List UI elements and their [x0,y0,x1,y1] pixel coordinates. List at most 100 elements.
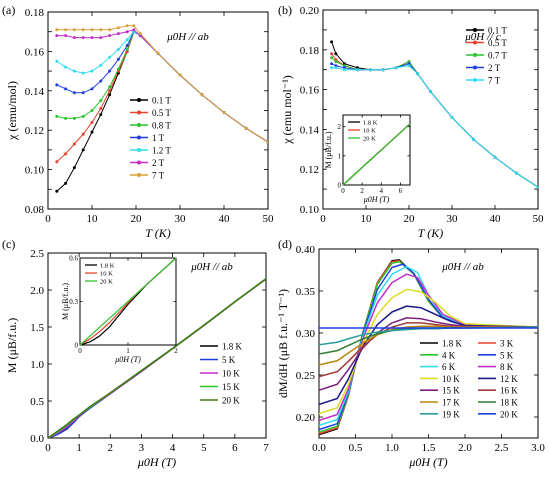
panel-c-inset-ytick-label: 0.3 [69,298,78,306]
panel-a-point-0-0 [55,189,59,193]
panel-a-point-3-8 [125,43,129,47]
panel-d-series-4 [319,265,538,427]
panel-a-point-6-8 [125,24,129,28]
panel-b-inset-ylabel: M (μB/f.u.) [324,131,333,168]
panel-a-point-4-3 [81,71,85,75]
panel-c-inset-xlabel: μ0H (T) [114,355,141,364]
panel-b-point-4-2 [343,68,346,72]
panel-b-inset-ytick-label: 2 [338,123,342,131]
panel-a-point-4-7 [116,47,120,51]
panel-d-legend-label: 1.8 K [442,339,463,349]
panel-b-inset-legend-label: 1.8 K [363,120,378,127]
panel-a-xtick-label: 30 [175,213,187,225]
panel-c-inset-xtick-label: 0 [78,347,82,355]
panel-a-legend-marker [137,135,141,140]
panel-c-inset-xtick-label: 2 [174,347,178,355]
panel-a-point-3-1 [64,87,68,91]
panel-c-label: (c) [2,237,15,251]
panel-a-point-2-1 [64,116,68,120]
panel-b-xtick-label: 20 [404,213,416,225]
panel-d-series-8 [319,317,538,391]
panel-b-point-4-11 [472,137,475,141]
panel-c-legend-label: 5 K [222,355,236,365]
panel-a-point-5-5 [99,36,103,40]
panel-c-xlabel: μ0H (T) [137,455,176,469]
panel-b-ytick-label: 0.14 [300,124,320,136]
panel-a-point-3-6 [108,69,112,73]
panel-a-point-2-6 [108,85,112,89]
panel-c-xtick-label: 0 [45,442,51,454]
panel-a-legend-marker [137,173,141,177]
panel-c-ytick-label: 1.0 [30,359,44,371]
panel-d-legend-label: 5 K [500,350,514,360]
panel-d-xlabel: μ0H (T) [408,455,447,469]
panel-a-data [55,24,268,193]
panel-a-ytick-label: 0.14 [25,86,45,98]
panel-a-point-5-0 [55,34,59,38]
panel-b-inset-ytick-label: 1 [338,152,342,160]
panel-a-legend-marker [137,160,141,165]
panel-a-point-4-0 [55,59,59,63]
panel-b-point-4-0 [330,66,334,70]
panel-a-point-4-4 [90,69,94,73]
panel-b-point-4-5 [381,68,385,72]
panel-a-point-4-1 [64,65,68,69]
panel-a-point-1-0 [55,160,59,164]
panel-c-inset-series-2 [79,257,177,346]
panel-a-legend-label: 1.2 T [152,146,171,156]
panel-b-legend-label: 7 T [488,76,501,86]
panel-a-point-0-4 [90,130,94,134]
panel-a-point-1-6 [108,89,112,93]
panel-c-data [48,278,266,438]
panel-a-point-4-8 [125,38,129,42]
panel-c-ytick-label: 1.5 [30,322,44,334]
panel-d-legend-label: 8 K [500,362,514,372]
panel-a-point-6-9 [132,24,136,28]
panel-a-xtick-label: 20 [131,213,143,225]
panel-c-xtick-label: 4 [170,442,176,454]
panel-d-xtick-label: 0.0 [312,442,326,454]
panel-a-ytick-label: 0.18 [25,7,45,19]
panel-b: (b)0 10 20 30 40 500.100.120.140.160.180.20T … [278,3,544,240]
panel-b-point-4-14 [536,185,538,189]
panel-a-point-0-3 [81,148,85,152]
panel-a-point-3-3 [81,91,85,95]
panel-a-point-6-10 [138,32,142,36]
panel-a-point-5-7 [116,32,120,36]
panel-b-ytick-label: 0.10 [300,204,320,216]
panel-c: (c) 0 1 2 3 4 5 6 7 0.0 0.5 1.0 1.5 2.0 2.5 μ0H (T) M (μ… [2,237,269,469]
panel-d-legend-label: 10 K [442,374,460,384]
panel-b-point-2-0 [330,56,334,60]
panel-d-ylabel: dM/dH (μB f.u.⁻¹ T⁻¹) [276,289,290,398]
panel-d-xtick-label: 1.5 [422,442,436,454]
panel-a-point-6-3 [81,28,85,32]
panel-c-series-4 [48,278,266,438]
panel-a-point-1-5 [99,107,103,111]
panel-b-point-4-8 [416,72,420,76]
panel-b-point-3-0 [330,62,334,66]
panel-d-data [319,259,538,436]
panel-a-xlabel: T (K) [145,226,170,240]
panel-b-legend-label: 0.7 T [488,51,507,61]
panel-b-legend-marker [473,40,477,45]
panel-a-point-4-2 [72,69,76,73]
panel-a-point-3-4 [90,87,94,91]
panel-b-legend-label: 0.5 T [488,38,507,48]
panel-c-ytick-label: 2.0 [30,285,44,297]
panel-d-legend-label: 12 K [500,374,518,384]
panel-a-ytick-label: 0.16 [25,46,45,58]
panel-a-point-2-0 [55,114,59,118]
panel-c-inset-ylabel: M (μB/f.u.) [61,283,70,320]
panel-b-legend-marker [473,65,477,70]
panel-d-xtick-label: 0.5 [349,442,363,454]
panel-b-legend-label: 0.1 T [488,26,507,36]
panel-d-ytick-label: 0.35 [296,286,316,298]
panel-d-xtick-label: 2.0 [458,442,472,454]
panel-a-point-0-1 [64,181,68,185]
panel-b-xtick-label: 10 [361,213,373,225]
panel-a-legend-label: 0.8 T [152,121,171,131]
panel-a-point-2-5 [99,99,103,103]
panel-a-point-6-12 [178,73,182,77]
panel-a-point-2-4 [90,109,94,112]
panel-b-inset-legend-label: 20 K [363,136,376,143]
